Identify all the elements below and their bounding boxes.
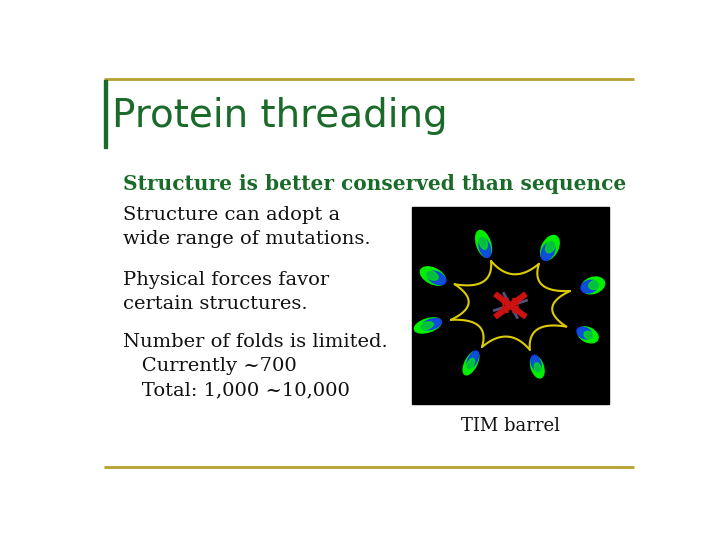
- Text: Number of folds is limited.
   Currently ~700
   Total: 1,000 ~10,000: Number of folds is limited. Currently ~7…: [122, 333, 387, 400]
- FancyArrow shape: [494, 292, 519, 312]
- Ellipse shape: [531, 355, 541, 372]
- Ellipse shape: [418, 322, 433, 330]
- Ellipse shape: [463, 352, 479, 375]
- Ellipse shape: [427, 271, 446, 285]
- Text: Protein threading: Protein threading: [112, 97, 447, 136]
- Ellipse shape: [577, 327, 592, 339]
- Text: Structure is better conserved than sequence: Structure is better conserved than seque…: [122, 174, 626, 194]
- FancyArrow shape: [501, 299, 527, 319]
- Ellipse shape: [589, 280, 601, 289]
- Ellipse shape: [415, 318, 441, 333]
- Bar: [412, 207, 609, 403]
- Ellipse shape: [476, 231, 492, 257]
- Ellipse shape: [420, 267, 446, 285]
- Ellipse shape: [479, 238, 491, 258]
- Ellipse shape: [582, 277, 605, 294]
- Ellipse shape: [541, 235, 559, 260]
- Text: Physical forces favor
certain structures.: Physical forces favor certain structures…: [122, 271, 328, 313]
- Text: TIM barrel: TIM barrel: [461, 417, 560, 435]
- Ellipse shape: [531, 356, 544, 378]
- Ellipse shape: [546, 239, 556, 253]
- Ellipse shape: [584, 332, 595, 340]
- Ellipse shape: [541, 242, 555, 260]
- Ellipse shape: [534, 363, 541, 375]
- Ellipse shape: [479, 234, 487, 249]
- Ellipse shape: [424, 270, 438, 280]
- FancyArrow shape: [501, 292, 527, 312]
- Bar: [104, 80, 107, 148]
- Ellipse shape: [467, 351, 479, 368]
- FancyArrow shape: [494, 299, 519, 319]
- Ellipse shape: [466, 359, 474, 372]
- Ellipse shape: [577, 327, 598, 343]
- Ellipse shape: [581, 280, 598, 293]
- Text: Structure can adopt a
wide range of mutations.: Structure can adopt a wide range of muta…: [122, 206, 370, 248]
- Ellipse shape: [421, 319, 441, 330]
